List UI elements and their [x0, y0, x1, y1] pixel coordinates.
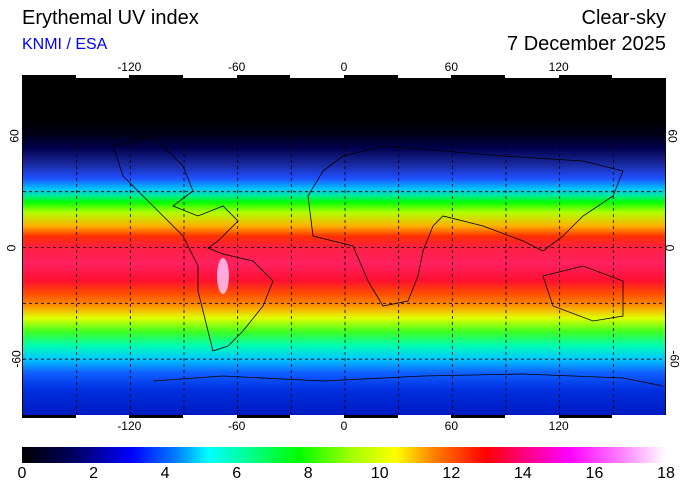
- longitude-label: -60: [227, 419, 246, 433]
- longitude-label: 0: [340, 419, 348, 433]
- frame-segment: [236, 75, 291, 78]
- colorbar: [22, 447, 666, 463]
- longitude-label: 60: [444, 419, 459, 433]
- latitude-label: 60: [665, 129, 680, 143]
- colorbar-label: 6: [232, 465, 242, 482]
- map-title: Erythemal UV index: [22, 7, 199, 29]
- frame-segment: [183, 415, 237, 418]
- frame-segment: [344, 415, 398, 418]
- colorbar-label: 12: [442, 465, 461, 482]
- frame-segment: [612, 415, 666, 418]
- frame-segment: [451, 415, 505, 418]
- frame-segment: [451, 75, 505, 78]
- frame-segment: [290, 415, 344, 418]
- longitude-label: 120: [548, 419, 569, 433]
- graticule: [23, 76, 665, 417]
- frame-segment: [344, 75, 398, 78]
- longitude-label: 120: [548, 60, 569, 74]
- uv-maximum-region: [217, 258, 229, 294]
- latitude-label: 0: [4, 244, 19, 251]
- frame-segment: [558, 75, 613, 78]
- frame-segment: [397, 415, 452, 418]
- frame-segment: [505, 415, 559, 418]
- longitude-label: -120: [117, 419, 142, 433]
- colorbar-label: 4: [160, 465, 170, 482]
- sky-condition: Clear-sky: [581, 7, 666, 29]
- frame-segment: [129, 75, 183, 78]
- frame-segment: [236, 415, 291, 418]
- frame-segment: [183, 75, 237, 78]
- frame-segment: [22, 75, 76, 78]
- coastlines: [112, 135, 664, 387]
- frame-segment: [290, 75, 344, 78]
- frame-segment: [75, 415, 130, 418]
- colorbar-label: 18: [657, 465, 675, 482]
- longitude-label: -120: [117, 60, 142, 74]
- frame-segment: [505, 75, 559, 78]
- frame-segment: [75, 75, 130, 78]
- frame-segment: [612, 75, 666, 78]
- colorbar-label: 14: [513, 465, 532, 482]
- colorbar-label: 2: [89, 465, 98, 482]
- longitude-label: 0: [340, 60, 348, 74]
- colorbar-label: 16: [585, 465, 604, 482]
- frame-segment: [558, 415, 613, 418]
- colorbar-label: 10: [370, 465, 389, 482]
- map-date: 7 December 2025: [507, 33, 666, 55]
- map-overlay: [23, 76, 665, 417]
- longitude-label: 60: [444, 60, 459, 74]
- frame-segment: [22, 415, 76, 418]
- latitude-label: -60: [667, 350, 682, 368]
- longitude-label: -60: [227, 60, 246, 74]
- frame-segment: [397, 75, 452, 78]
- frame-segment: [129, 415, 183, 418]
- latitude-label: 60: [7, 129, 22, 143]
- uv-index-map: [22, 75, 666, 418]
- colorbar-label: 0: [17, 465, 27, 482]
- colorbar-label: 8: [303, 465, 313, 482]
- credit-label: KNMI / ESA: [22, 36, 108, 53]
